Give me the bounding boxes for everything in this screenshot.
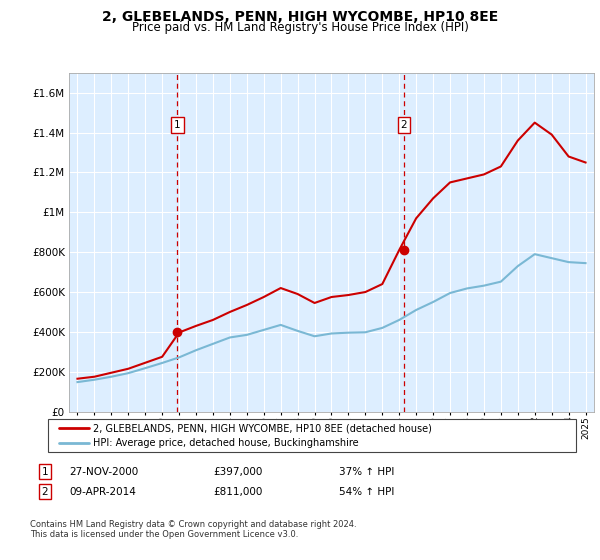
Text: 2: 2 (401, 120, 407, 130)
Text: Contains HM Land Registry data © Crown copyright and database right 2024.
This d: Contains HM Land Registry data © Crown c… (30, 520, 356, 539)
Text: £397,000: £397,000 (213, 466, 262, 477)
Text: £811,000: £811,000 (213, 487, 262, 497)
Text: 1: 1 (41, 466, 49, 477)
Text: Price paid vs. HM Land Registry's House Price Index (HPI): Price paid vs. HM Land Registry's House … (131, 21, 469, 34)
Text: 2, GLEBELANDS, PENN, HIGH WYCOMBE, HP10 8EE: 2, GLEBELANDS, PENN, HIGH WYCOMBE, HP10 … (102, 10, 498, 24)
Text: 37% ↑ HPI: 37% ↑ HPI (339, 466, 394, 477)
Text: 09-APR-2014: 09-APR-2014 (69, 487, 136, 497)
Text: HPI: Average price, detached house, Buckinghamshire: HPI: Average price, detached house, Buck… (93, 438, 359, 448)
Text: 2: 2 (41, 487, 49, 497)
Text: 2, GLEBELANDS, PENN, HIGH WYCOMBE, HP10 8EE (detached house): 2, GLEBELANDS, PENN, HIGH WYCOMBE, HP10 … (93, 423, 432, 433)
Text: 1: 1 (174, 120, 181, 130)
Text: 54% ↑ HPI: 54% ↑ HPI (339, 487, 394, 497)
Text: 27-NOV-2000: 27-NOV-2000 (69, 466, 138, 477)
